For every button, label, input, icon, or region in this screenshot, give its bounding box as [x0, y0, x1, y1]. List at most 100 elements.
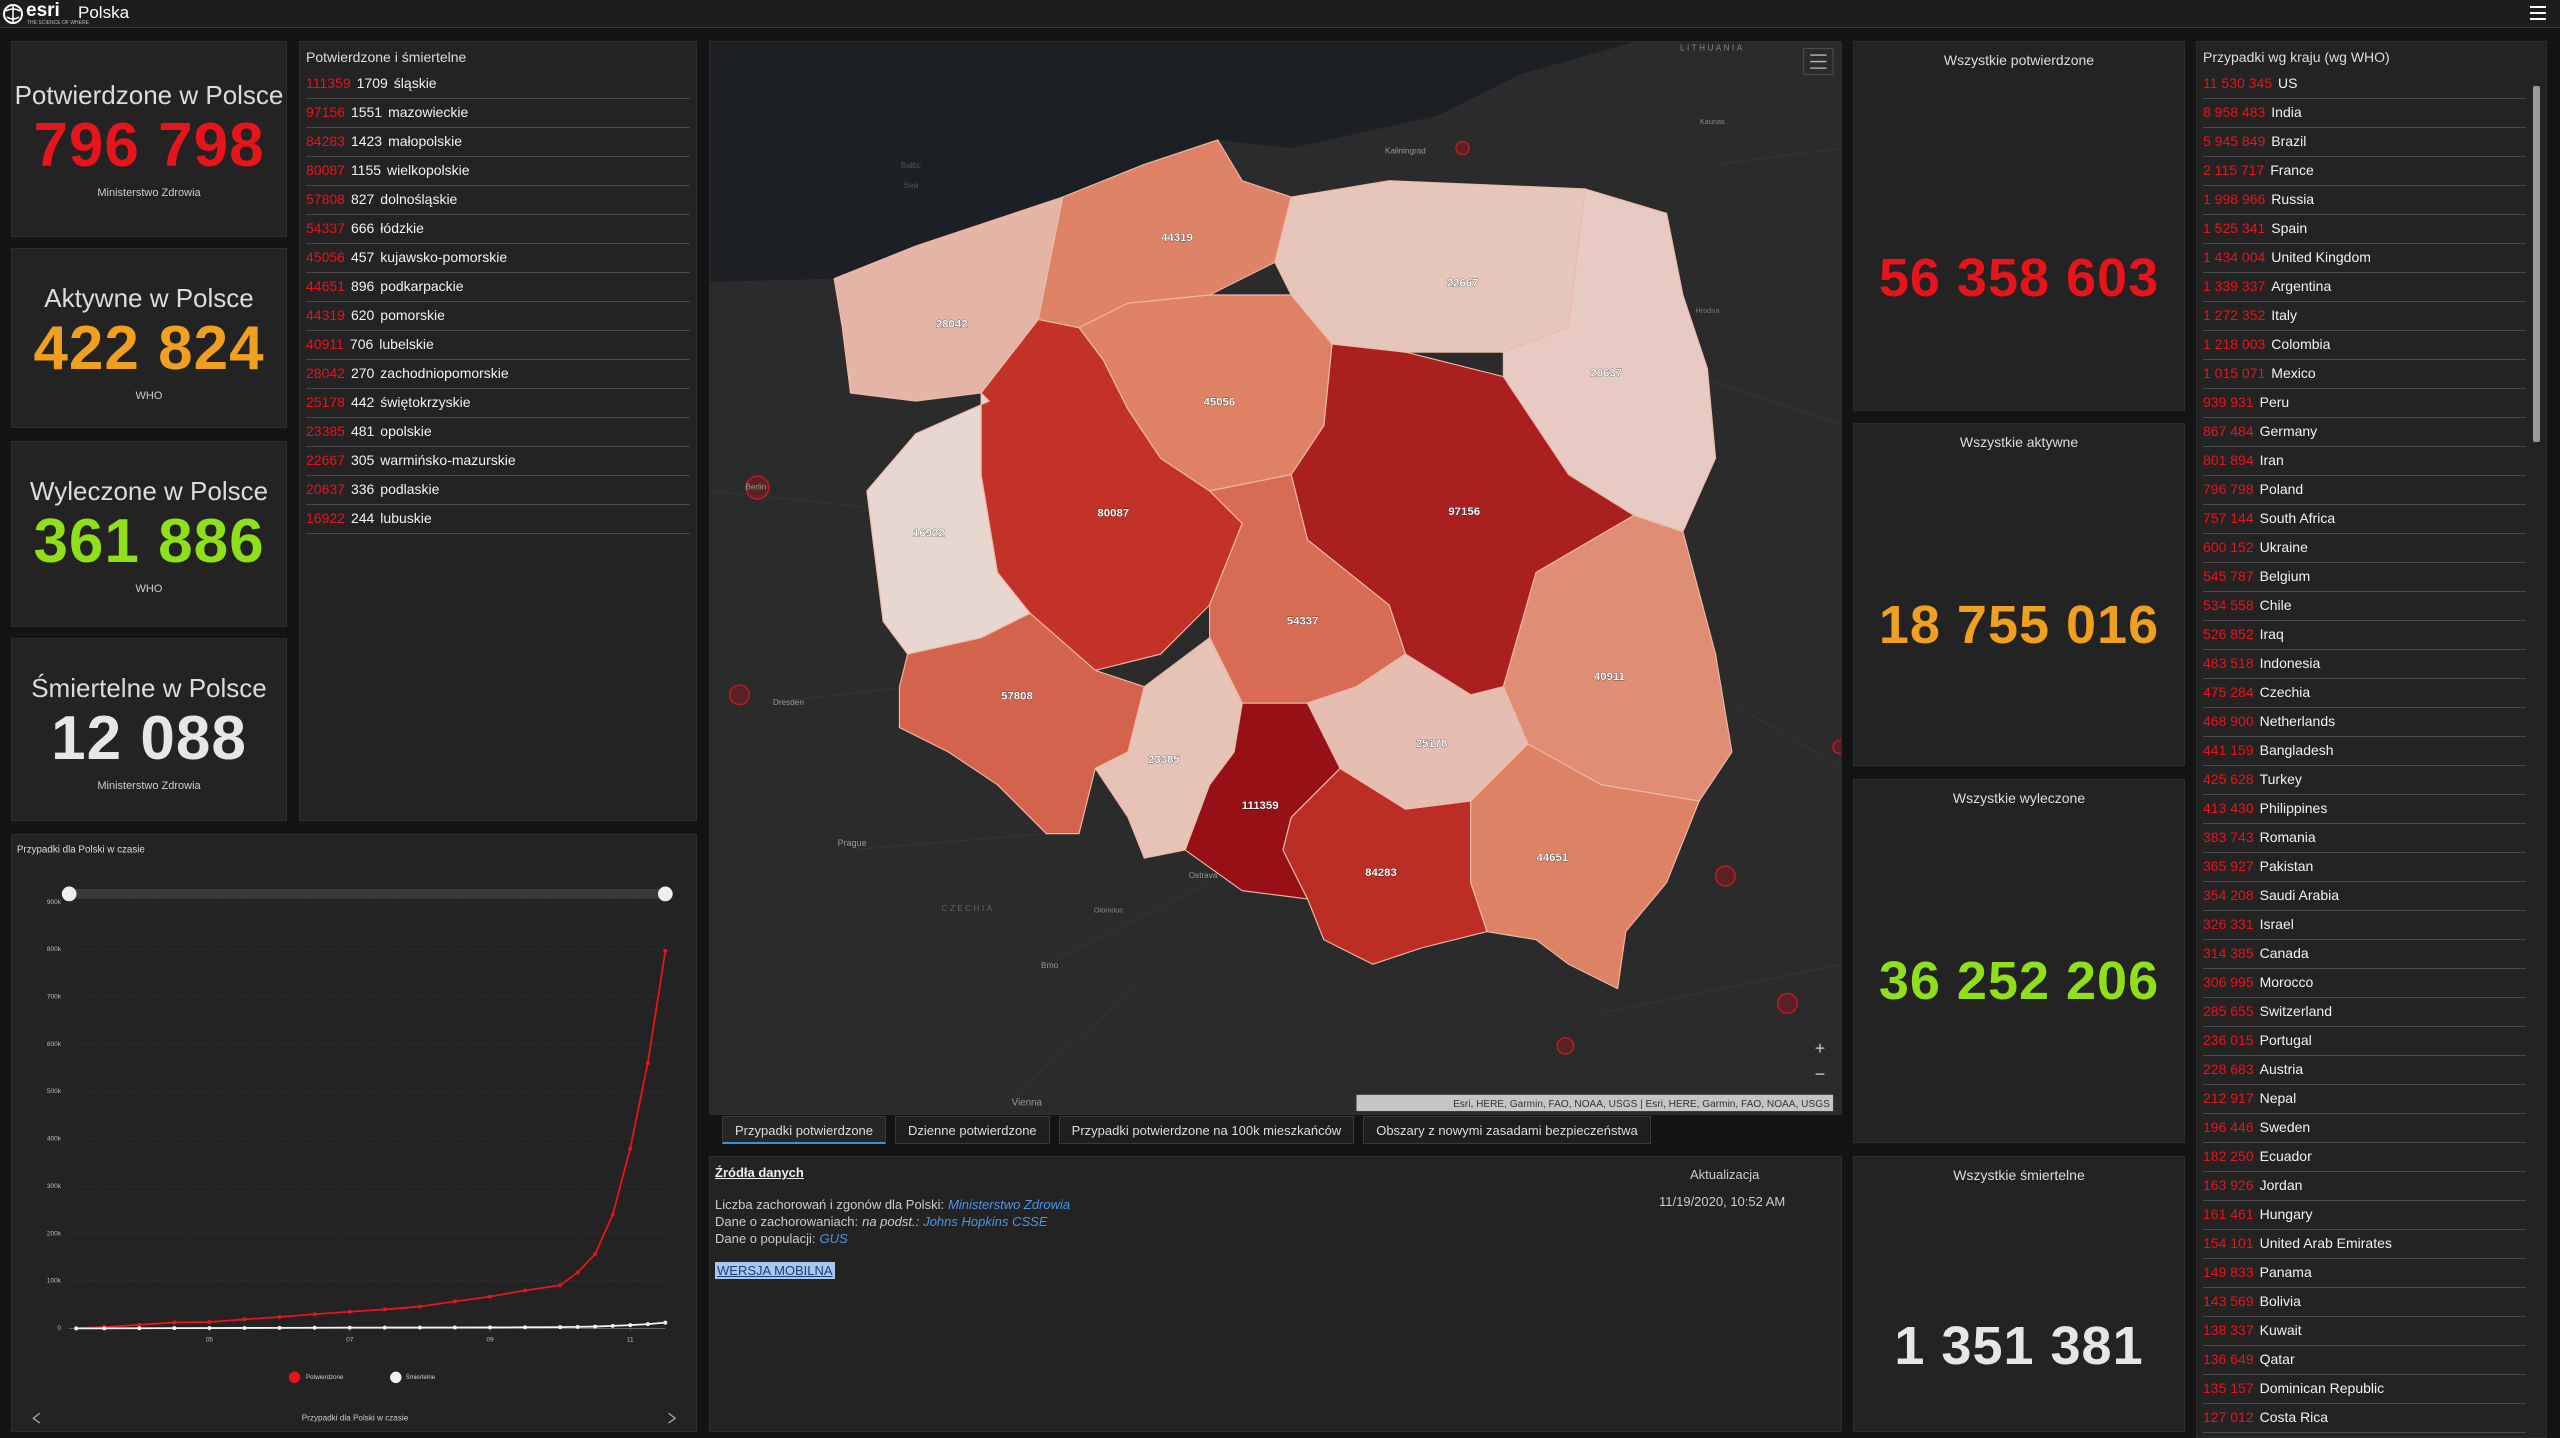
list-row[interactable]: 801 894 Iran	[2203, 447, 2526, 476]
list-row[interactable]: 28042 270 zachodniopomorskie	[306, 360, 690, 389]
list-row[interactable]: 25178 442 świętokrzyskie	[306, 389, 690, 418]
list-row[interactable]: 1 434 004 United Kingdom	[2203, 244, 2526, 273]
row-cases: 2 115 717	[2203, 162, 2265, 178]
list-row[interactable]: 600 152 Ukraine	[2203, 534, 2526, 563]
list-row[interactable]: 20637 336 podlaskie	[306, 476, 690, 505]
voivodeship[interactable]	[866, 391, 1031, 655]
row-cases: 154 101	[2203, 1235, 2254, 1251]
list-row[interactable]: 84283 1423 małopolskie	[306, 128, 690, 157]
list-row[interactable]: 354 208 Saudi Arabia	[2203, 882, 2526, 911]
list-row[interactable]: 796 798 Poland	[2203, 476, 2526, 505]
list-row[interactable]: 136 649 Qatar	[2203, 1346, 2526, 1375]
row-name: opolskie	[380, 423, 432, 439]
row-cases: 196 446	[2203, 1119, 2254, 1135]
list-row[interactable]: 80087 1155 wielkopolskie	[306, 157, 690, 186]
list-row[interactable]: 22667 305 warmińsko-mazurskie	[306, 447, 690, 476]
list-row[interactable]: 2 115 717 France	[2203, 157, 2526, 186]
data-point	[382, 1307, 387, 1312]
source-link[interactable]: GUS	[819, 1231, 848, 1246]
list-row[interactable]: 161 461 Hungary	[2203, 1201, 2526, 1230]
list-row[interactable]: 1 218 003 Colombia	[2203, 331, 2526, 360]
voivodeship[interactable]	[1502, 188, 1717, 533]
list-row[interactable]: 154 101 United Arab Emirates	[2203, 1230, 2526, 1259]
list-row[interactable]: 939 931 Peru	[2203, 389, 2526, 418]
list-row[interactable]: 143 569 Bolivia	[2203, 1288, 2526, 1317]
list-row[interactable]: 306 995 Morocco	[2203, 969, 2526, 998]
stat-card: Śmiertelne w Polsce 12 088 Ministerstwo Zd…	[11, 638, 287, 821]
list-row[interactable]: 1 525 341 Spain	[2203, 215, 2526, 244]
list-row[interactable]: 1 015 071 Mexico	[2203, 360, 2526, 389]
zoom-in[interactable]: +	[1815, 1038, 1825, 1058]
list-row[interactable]: 97156 1551 mazowieckie	[306, 99, 690, 128]
list-row[interactable]: 1 339 337 Argentina	[2203, 273, 2526, 302]
list-row[interactable]: 149 833 Panama	[2203, 1259, 2526, 1288]
tab[interactable]: Obszary z nowymi zasadami bezpieczeństwa	[1363, 1116, 1651, 1144]
row-deaths: 481	[350, 423, 375, 439]
row-name: France	[2270, 162, 2314, 178]
list-row[interactable]: 212 917 Nepal	[2203, 1085, 2526, 1114]
list-row[interactable]: 16922 244 lubuskie	[306, 505, 690, 534]
list-row[interactable]: 44651 896 podkarpackie	[306, 273, 690, 302]
tab[interactable]: Dzienne potwierdzone	[895, 1116, 1050, 1144]
list-row[interactable]: 236 015 Portugal	[2203, 1027, 2526, 1056]
list-row[interactable]: 44319 620 pomorskie	[306, 302, 690, 331]
list-row[interactable]: 111359 1709 śląskie	[306, 70, 690, 99]
source-link[interactable]: Johns Hopkins CSSE	[923, 1214, 1048, 1229]
mobile-link[interactable]: WERSJA MOBILNA	[715, 1262, 835, 1279]
list-row[interactable]: 40911 706 lubelskie	[306, 331, 690, 360]
row-name: Poland	[2259, 481, 2304, 497]
menu-button[interactable]	[2528, 4, 2548, 22]
tab[interactable]: Przypadki potwierdzone	[722, 1116, 887, 1144]
list-row[interactable]: 383 743 Romania	[2203, 824, 2526, 853]
voivodeship[interactable]	[898, 612, 1145, 835]
list-row[interactable]: 5 945 849 Brazil	[2203, 128, 2526, 157]
list-row[interactable]: 441 159 Bangladesh	[2203, 737, 2526, 766]
list-row[interactable]: 138 337 Kuwait	[2203, 1317, 2526, 1346]
source-link[interactable]: Ministerstwo Zdrowia	[948, 1197, 1071, 1212]
list-row[interactable]: 475 284 Czechia	[2203, 679, 2526, 708]
list-row[interactable]: 182 250 Ecuador	[2203, 1143, 2526, 1172]
list-row[interactable]: 285 655 Switzerland	[2203, 998, 2526, 1027]
voivodeship[interactable]	[1306, 653, 1529, 810]
global-card: Wszystkie śmiertelne 1 351 381	[1853, 1156, 2185, 1432]
voivodeship[interactable]	[1094, 636, 1243, 859]
list-row[interactable]: 125 797Japan	[2203, 1433, 2526, 1437]
range-slider-handle[interactable]	[61, 886, 77, 902]
list-row[interactable]: 1 998 966 Russia	[2203, 186, 2526, 215]
list-row[interactable]: 135 157 Dominican Republic	[2203, 1375, 2526, 1404]
list-row[interactable]: 8 958 483 India	[2203, 99, 2526, 128]
list-row[interactable]: 468 900 Netherlands	[2203, 708, 2526, 737]
prev-button[interactable]	[32, 1412, 41, 1424]
list-row[interactable]: 163 926 Jordan	[2203, 1172, 2526, 1201]
row-name: Switzerland	[2259, 1003, 2332, 1019]
list-row[interactable]: 127 012 Costa Rica	[2203, 1404, 2526, 1433]
list-row[interactable]: 757 144 South Africa	[2203, 505, 2526, 534]
list-row[interactable]: 54337 666 łódzkie	[306, 215, 690, 244]
list-row[interactable]: 326 331 Israel	[2203, 911, 2526, 940]
voivodeship[interactable]	[833, 196, 1064, 402]
list-row[interactable]: 314 385 Canada	[2203, 940, 2526, 969]
line-chart: Przypadki dla Polski w czasie 0 100k 200k 30…	[17, 844, 677, 1424]
list-row[interactable]: 1 272 352 Italy	[2203, 302, 2526, 331]
list-row[interactable]: 867 484 Germany	[2203, 418, 2526, 447]
list-row[interactable]: 545 787 Belgium	[2203, 563, 2526, 592]
list-row[interactable]: 483 518 Indonesia	[2203, 650, 2526, 679]
list-row[interactable]: 57808 827 dolnośląskie	[306, 186, 690, 215]
row-name: United Kingdom	[2271, 249, 2371, 265]
range-slider-handle[interactable]	[657, 886, 673, 902]
list-row[interactable]: 11 530 345 US	[2203, 70, 2526, 99]
list-row[interactable]: 425 628 Turkey	[2203, 766, 2526, 795]
list-row[interactable]: 413 430 Philippines	[2203, 795, 2526, 824]
list-row[interactable]: 365 927 Pakistan	[2203, 853, 2526, 882]
tab[interactable]: Przypadki potwierdzone na 100k mieszkańc…	[1058, 1116, 1355, 1144]
list-row[interactable]: 526 852 Iraq	[2203, 621, 2526, 650]
list-row[interactable]: 23385 481 opolskie	[306, 418, 690, 447]
zoom-out[interactable]: −	[1815, 1064, 1825, 1084]
scrollbar-thumb[interactable]	[2533, 86, 2540, 442]
list-row[interactable]: 534 558 Chile	[2203, 592, 2526, 621]
list-row[interactable]: 228 683 Austria	[2203, 1056, 2526, 1085]
next-button[interactable]	[668, 1412, 677, 1424]
list-row[interactable]: 196 446 Sweden	[2203, 1114, 2526, 1143]
voivodeship[interactable]	[1274, 180, 1602, 353]
list-row[interactable]: 45056 457 kujawsko-pomorskie	[306, 244, 690, 273]
